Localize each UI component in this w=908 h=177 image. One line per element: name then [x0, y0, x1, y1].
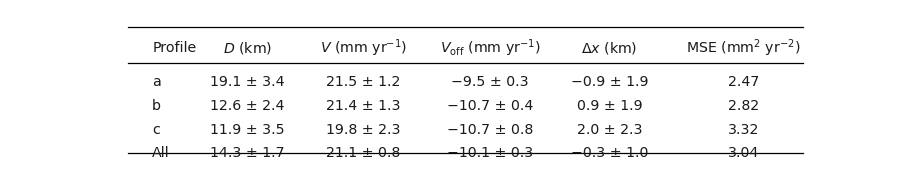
- Text: 11.9 ± 3.5: 11.9 ± 3.5: [210, 123, 284, 137]
- Text: −9.5 ± 0.3: −9.5 ± 0.3: [451, 75, 528, 89]
- Text: 21.4 ± 1.3: 21.4 ± 1.3: [326, 99, 400, 113]
- Text: 3.04: 3.04: [727, 146, 759, 160]
- Text: 12.6 ± 2.4: 12.6 ± 2.4: [210, 99, 284, 113]
- Text: $\Delta x$ (km): $\Delta x$ (km): [581, 41, 637, 56]
- Text: 3.32: 3.32: [727, 123, 759, 137]
- Text: b: b: [153, 99, 162, 113]
- Text: −0.9 ± 1.9: −0.9 ± 1.9: [571, 75, 648, 89]
- Text: 21.1 ± 0.8: 21.1 ± 0.8: [326, 146, 400, 160]
- Text: 19.1 ± 3.4: 19.1 ± 3.4: [210, 75, 284, 89]
- Text: 19.8 ± 2.3: 19.8 ± 2.3: [326, 123, 400, 137]
- Text: 21.5 ± 1.2: 21.5 ± 1.2: [326, 75, 400, 89]
- Text: −10.1 ± 0.3: −10.1 ± 0.3: [447, 146, 533, 160]
- Text: Profile: Profile: [153, 41, 196, 56]
- Text: $V_{\rm off}$ (mm yr$^{-1}$): $V_{\rm off}$ (mm yr$^{-1}$): [439, 38, 540, 59]
- Text: 14.3 ± 1.7: 14.3 ± 1.7: [210, 146, 284, 160]
- Text: 0.9 ± 1.9: 0.9 ± 1.9: [577, 99, 643, 113]
- Text: c: c: [153, 123, 160, 137]
- Text: 2.82: 2.82: [727, 99, 759, 113]
- Text: a: a: [153, 75, 161, 89]
- Text: 2.0 ± 2.3: 2.0 ± 2.3: [577, 123, 642, 137]
- Text: −0.3 ± 1.0: −0.3 ± 1.0: [571, 146, 648, 160]
- Text: $D$ (km): $D$ (km): [222, 41, 271, 56]
- Text: $V$ (mm yr$^{-1}$): $V$ (mm yr$^{-1}$): [320, 38, 407, 59]
- Text: −10.7 ± 0.4: −10.7 ± 0.4: [447, 99, 533, 113]
- Text: All: All: [153, 146, 170, 160]
- Text: 2.47: 2.47: [727, 75, 759, 89]
- Text: −10.7 ± 0.8: −10.7 ± 0.8: [447, 123, 533, 137]
- Text: MSE (mm$^{2}$ yr$^{-2}$): MSE (mm$^{2}$ yr$^{-2}$): [686, 38, 801, 59]
